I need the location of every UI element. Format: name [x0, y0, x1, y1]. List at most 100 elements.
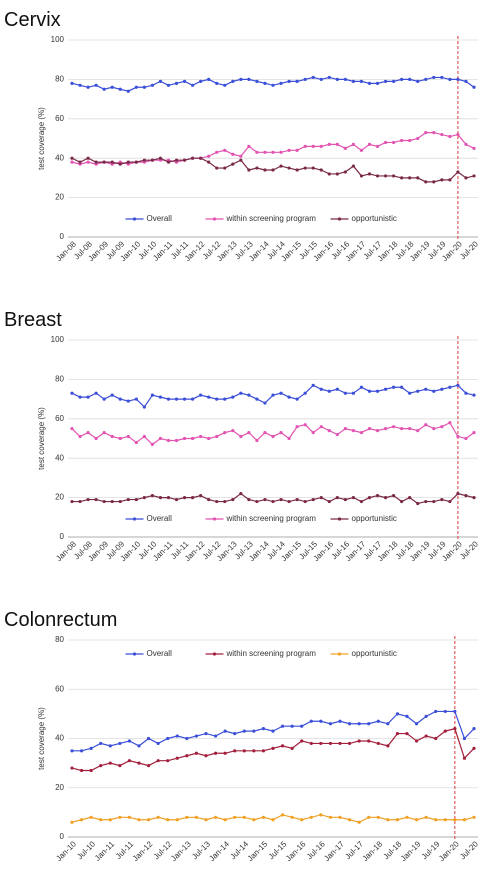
point — [158, 395, 163, 399]
point — [70, 160, 74, 164]
point — [199, 434, 203, 439]
point — [319, 168, 323, 172]
point — [359, 499, 364, 504]
point — [359, 79, 364, 83]
point — [134, 397, 138, 401]
point — [443, 709, 447, 714]
point — [215, 166, 219, 170]
point — [432, 130, 436, 135]
point — [319, 719, 323, 723]
y-tick-label: 80 — [55, 75, 64, 84]
point — [347, 741, 352, 746]
point — [142, 496, 146, 500]
y-tick-label: 80 — [55, 635, 64, 644]
point — [386, 744, 390, 748]
point — [414, 722, 419, 726]
point — [405, 815, 409, 819]
point — [351, 79, 355, 83]
chart-title: Breast — [4, 309, 62, 331]
point — [70, 81, 74, 85]
point — [408, 77, 412, 81]
point — [247, 144, 251, 148]
point — [375, 389, 380, 393]
point — [127, 815, 132, 819]
chart-title: Cervix — [4, 9, 61, 31]
point — [472, 85, 476, 89]
point — [263, 497, 267, 502]
point — [207, 160, 211, 164]
point — [271, 434, 275, 439]
point — [242, 815, 246, 819]
point — [335, 172, 339, 176]
point — [395, 712, 400, 716]
point — [182, 436, 187, 441]
point — [290, 815, 294, 819]
point — [78, 160, 82, 164]
point — [215, 150, 219, 154]
point — [300, 739, 304, 743]
point — [279, 150, 283, 154]
point — [400, 138, 404, 143]
point — [343, 391, 347, 395]
point — [319, 813, 323, 817]
point — [94, 497, 98, 502]
point — [126, 497, 130, 502]
x-tick-label: Jul-20 — [458, 539, 480, 561]
point — [146, 736, 151, 741]
point — [223, 83, 227, 87]
x-tick-label: Jan-12 — [131, 839, 155, 863]
point — [166, 496, 171, 500]
point — [375, 494, 380, 498]
point — [182, 397, 187, 401]
point — [448, 499, 452, 504]
point — [233, 749, 237, 753]
point — [416, 389, 420, 393]
point — [78, 83, 82, 87]
point — [464, 142, 468, 147]
point — [440, 178, 444, 182]
point — [137, 818, 141, 822]
point — [126, 160, 130, 164]
point — [408, 391, 412, 395]
point — [110, 160, 114, 164]
point — [335, 432, 339, 437]
point — [175, 818, 179, 822]
point — [194, 751, 199, 755]
point — [400, 427, 404, 431]
point — [424, 180, 428, 184]
point — [367, 815, 371, 819]
point — [319, 144, 323, 148]
legend-marker — [132, 517, 137, 521]
point — [118, 763, 122, 768]
point — [204, 818, 208, 822]
point — [166, 736, 170, 741]
point — [357, 739, 361, 743]
point — [108, 818, 112, 822]
point — [191, 83, 195, 87]
point — [174, 397, 179, 401]
point — [263, 168, 267, 172]
point — [70, 499, 74, 504]
point — [280, 724, 285, 728]
point — [424, 499, 428, 504]
point — [247, 430, 251, 435]
point — [453, 818, 457, 822]
point — [303, 499, 307, 504]
point — [213, 734, 218, 738]
point — [327, 142, 331, 147]
point — [110, 499, 114, 504]
point — [367, 722, 371, 726]
point — [94, 160, 98, 164]
point — [335, 496, 339, 500]
point — [166, 83, 171, 87]
point — [383, 427, 388, 431]
point — [134, 497, 138, 502]
point — [338, 719, 342, 723]
point — [174, 438, 179, 443]
point — [70, 766, 74, 770]
point — [456, 132, 460, 137]
point — [110, 393, 114, 397]
point — [166, 397, 171, 401]
point — [367, 389, 372, 393]
